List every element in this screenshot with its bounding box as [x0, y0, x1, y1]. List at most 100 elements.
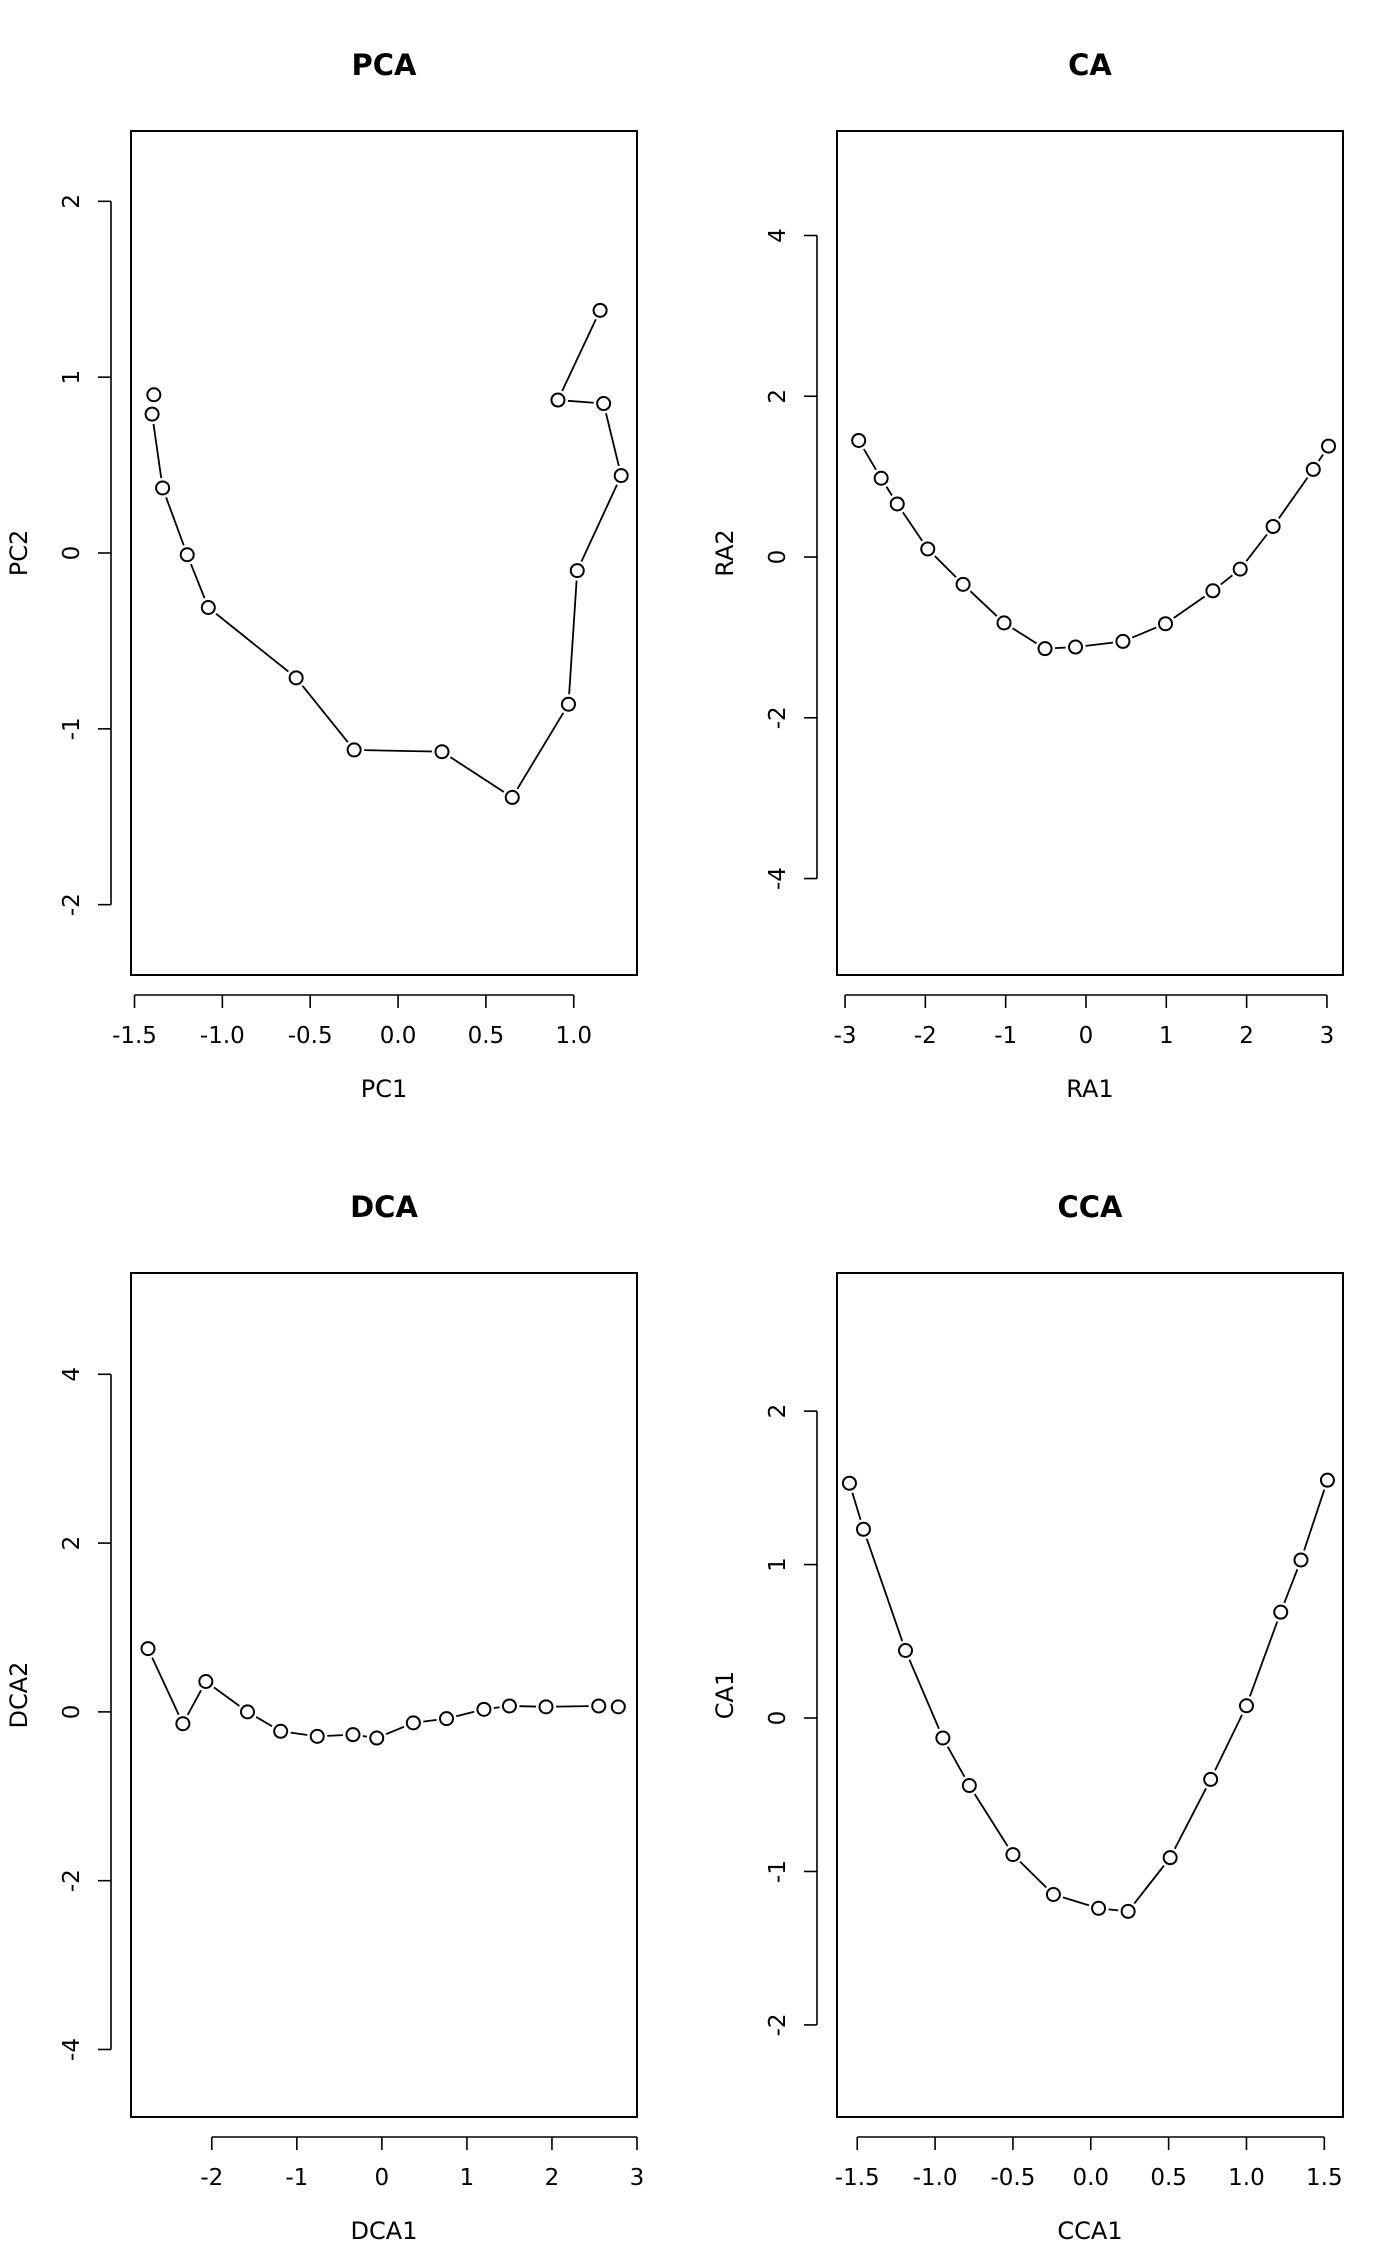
ca-series-line-segment — [934, 555, 957, 578]
cca-data-point — [1238, 1698, 1254, 1714]
cca-x-tick-label: -1.5 — [835, 2165, 880, 2191]
cca-data-point — [841, 1475, 857, 1491]
dca-panel: DCA -2 -1 0 1 2 3 DCA1 -4 -2 0 2 4 DCA2 — [5, 1190, 644, 2245]
cca-series-line-segment — [946, 1746, 966, 1778]
ca-series-line-segment — [1220, 574, 1233, 586]
ca-y-tick-label: 0 — [765, 550, 791, 565]
pca-series-line-segment — [567, 399, 594, 404]
cca-x-tick-label: -0.5 — [990, 2165, 1035, 2191]
ca-series-line-segment — [1318, 453, 1324, 462]
cca-series-line-segment — [1062, 1896, 1090, 1907]
dca-data-point — [240, 1704, 256, 1720]
dca-plot-frame — [130, 1272, 638, 2118]
cca-series-line-segment — [1173, 1787, 1207, 1850]
pca-series-line-segment — [516, 712, 565, 790]
dca-data-point — [439, 1711, 455, 1727]
ca-data-point — [1305, 461, 1321, 477]
dca-series-line-segment — [493, 1706, 500, 1709]
ca-x-tick-label: 3 — [1320, 1023, 1335, 1049]
pca-data-point — [569, 563, 585, 579]
pca-y-tick-label: -2 — [59, 893, 85, 916]
cca-data-point — [961, 1778, 977, 1794]
cca-data-point — [1091, 1900, 1107, 1916]
pca-series-line-segment — [568, 580, 578, 695]
ca-y-tick-label: 4 — [765, 228, 791, 243]
ca-y-tick-label: -4 — [765, 867, 791, 890]
dca-y-tick-label: 0 — [59, 1705, 85, 1720]
cca-y-tick-label: -2 — [765, 2013, 791, 2036]
ca-y-axis-label: RA2 — [711, 529, 739, 576]
pca-series-line-segment — [215, 613, 289, 673]
ca-x-tick-label: 1 — [1159, 1023, 1174, 1049]
pca-data-point — [434, 744, 450, 760]
ca-data-point — [955, 576, 971, 592]
ca-data-point — [851, 432, 867, 448]
pca-series-line-segment — [301, 685, 349, 743]
pca-x-tick-label: -0.5 — [288, 1023, 333, 1049]
cca-panel: CCA -1.5 -1.0 -0.5 0.0 0.5 1.0 1.5 CCA1 -2 -1 0 1 2 CA… — [711, 1190, 1344, 2245]
cca-series-line-segment — [1303, 1489, 1326, 1551]
ca-data-point — [889, 496, 905, 512]
dca-series-line-segment — [385, 1725, 405, 1736]
ca-data-point — [1037, 641, 1053, 657]
cca-y-tick-label: 0 — [765, 1711, 791, 1726]
dca-data-point — [175, 1716, 191, 1732]
pca-x-tick-label: 0.0 — [380, 1023, 417, 1049]
cca-chart-title: CCA — [1057, 1190, 1123, 1224]
ca-data-point — [1157, 616, 1173, 632]
pca-data-point — [155, 480, 171, 496]
pca-data-point — [596, 396, 612, 412]
cca-data-point — [1005, 1847, 1021, 1863]
pca-x-tick-label: -1.0 — [200, 1023, 245, 1049]
dca-x-axis-label: DCA1 — [351, 2217, 418, 2245]
ca-data-point — [996, 615, 1012, 631]
dca-y-tick-label: 4 — [59, 1367, 85, 1382]
cca-x-tick-label: 1.0 — [1228, 2165, 1265, 2191]
dca-data-point — [369, 1730, 385, 1746]
dca-y-tick-label: 2 — [59, 1536, 85, 1551]
ca-y-tick-label: 2 — [765, 389, 791, 404]
ca-x-tick-label: 0 — [1079, 1023, 1094, 1049]
ca-series-line-segment — [1012, 627, 1038, 645]
cca-y-tick-label: 2 — [765, 1404, 791, 1419]
cca-x-tick-label: 0.0 — [1072, 2165, 1109, 2191]
pca-data-point — [288, 670, 304, 686]
dca-data-point — [538, 1699, 554, 1715]
cca-x-tick-label: 1.5 — [1306, 2165, 1343, 2191]
ca-series-line-segment — [1131, 626, 1157, 639]
dca-y-tick-label: -2 — [59, 1869, 85, 1892]
dca-x-tick-label: -2 — [200, 2165, 223, 2191]
pca-x-tick-label: 1.0 — [555, 1023, 592, 1049]
dca-data-point — [198, 1673, 214, 1689]
pca-x-axis-label: PC1 — [361, 1075, 408, 1103]
ca-series-line-segment — [1085, 641, 1114, 647]
ca-series-line-segment — [863, 448, 877, 471]
cca-plot-frame — [836, 1272, 1344, 2118]
ca-series-line-segment — [1054, 646, 1066, 650]
ca-series-line-segment — [1173, 595, 1206, 619]
dca-series-line-segment — [423, 1719, 437, 1723]
pca-data-point — [560, 696, 576, 712]
dca-data-point — [273, 1723, 289, 1739]
cca-series-line-segment — [1249, 1621, 1279, 1697]
pca-plot-frame — [130, 130, 638, 976]
ca-series-line-segment — [969, 590, 998, 617]
ca-series-line-segment — [1278, 477, 1309, 519]
pca-series-line-segment — [165, 497, 185, 546]
pca-data-point — [200, 600, 216, 616]
dca-series-line-segment — [327, 1734, 344, 1737]
cca-data-point — [1203, 1771, 1219, 1787]
ca-data-point — [873, 470, 889, 486]
ca-series-line-segment — [902, 511, 923, 542]
cca-data-point — [1162, 1850, 1178, 1866]
pca-series-line-segment — [449, 756, 505, 793]
dca-series-line-segment — [455, 1710, 475, 1718]
cca-series-line-segment — [908, 1659, 940, 1730]
pca-y-tick-label: 0 — [59, 546, 85, 561]
pca-series-line-segment — [364, 749, 432, 753]
ca-x-tick-label: -3 — [834, 1023, 857, 1049]
pca-series-line-segment — [580, 484, 618, 562]
cca-series-line-segment — [1133, 1864, 1165, 1905]
dca-chart-title: DCA — [350, 1190, 418, 1224]
dca-series-line-segment — [151, 1657, 180, 1716]
